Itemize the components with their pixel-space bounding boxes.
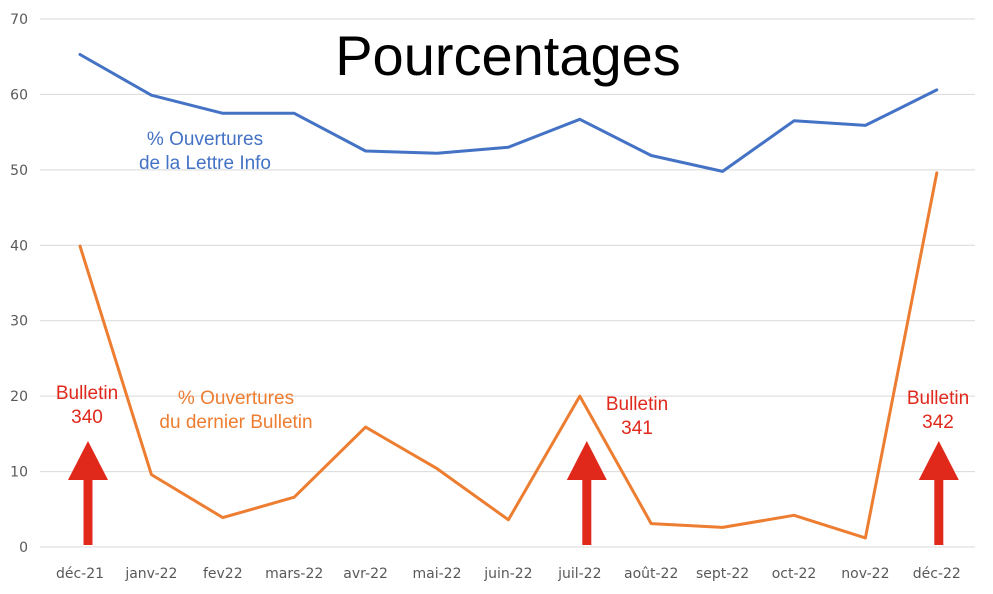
x-tick-label: fev22 <box>203 566 243 582</box>
x-tick-label: oct-22 <box>772 566 817 582</box>
arrow-shaft <box>83 479 93 545</box>
y-tick-label: 60 <box>10 87 28 103</box>
annotation-label: Bulletin 342 <box>907 388 969 433</box>
x-tick-label: juin-22 <box>483 566 532 582</box>
bulletin-annotations: Bulletin 340 Bulletin 341 Bulletin 342 <box>56 383 969 545</box>
series-labels: % Ouvertures de la Lettre Info % Ouverture… <box>139 129 313 433</box>
y-tick-label: 50 <box>10 163 28 179</box>
x-tick-label: mars-22 <box>265 566 323 582</box>
series-label: % Ouvertures du dernier Bulletin <box>159 388 312 433</box>
series-lines <box>78 53 939 540</box>
y-tick-label: 20 <box>10 389 28 405</box>
annotation-label: Bulletin 341 <box>606 394 668 439</box>
x-tick-label: nov-22 <box>841 566 889 582</box>
series-line <box>78 53 939 173</box>
arrow-head <box>918 441 959 480</box>
y-tick-label: 10 <box>10 465 28 481</box>
x-tick-label: déc-21 <box>56 566 104 582</box>
y-tick-label: 30 <box>10 314 28 330</box>
y-tick-label: 40 <box>10 238 28 254</box>
x-tick-label: juil-22 <box>557 566 601 582</box>
x-axis-ticks: déc-21 janv-22 fev22 mars-22 avr-22 mai-22 jui… <box>56 566 961 582</box>
x-tick-label: déc-22 <box>913 566 961 582</box>
x-tick-label: janv-22 <box>124 566 177 582</box>
gridlines <box>40 18 975 548</box>
series-line <box>78 171 939 540</box>
arrow-head <box>566 441 607 480</box>
y-tick-label: 0 <box>19 540 28 556</box>
arrow-shaft <box>934 479 944 545</box>
arrow-shaft <box>582 479 592 545</box>
series-label: % Ouvertures de la Lettre Info <box>139 129 271 174</box>
y-axis-ticks: 0 10 20 30 40 50 60 70 <box>10 12 28 556</box>
x-tick-label: août-22 <box>624 566 678 582</box>
annotation-label: Bulletin 340 <box>56 383 118 428</box>
chart-title: Pourcentages <box>335 24 681 87</box>
x-tick-label: mai-22 <box>413 566 462 582</box>
x-tick-label: avr-22 <box>343 566 388 582</box>
y-tick-label: 70 <box>10 12 28 28</box>
arrow-head <box>68 441 108 480</box>
x-tick-label: sept-22 <box>696 566 749 582</box>
